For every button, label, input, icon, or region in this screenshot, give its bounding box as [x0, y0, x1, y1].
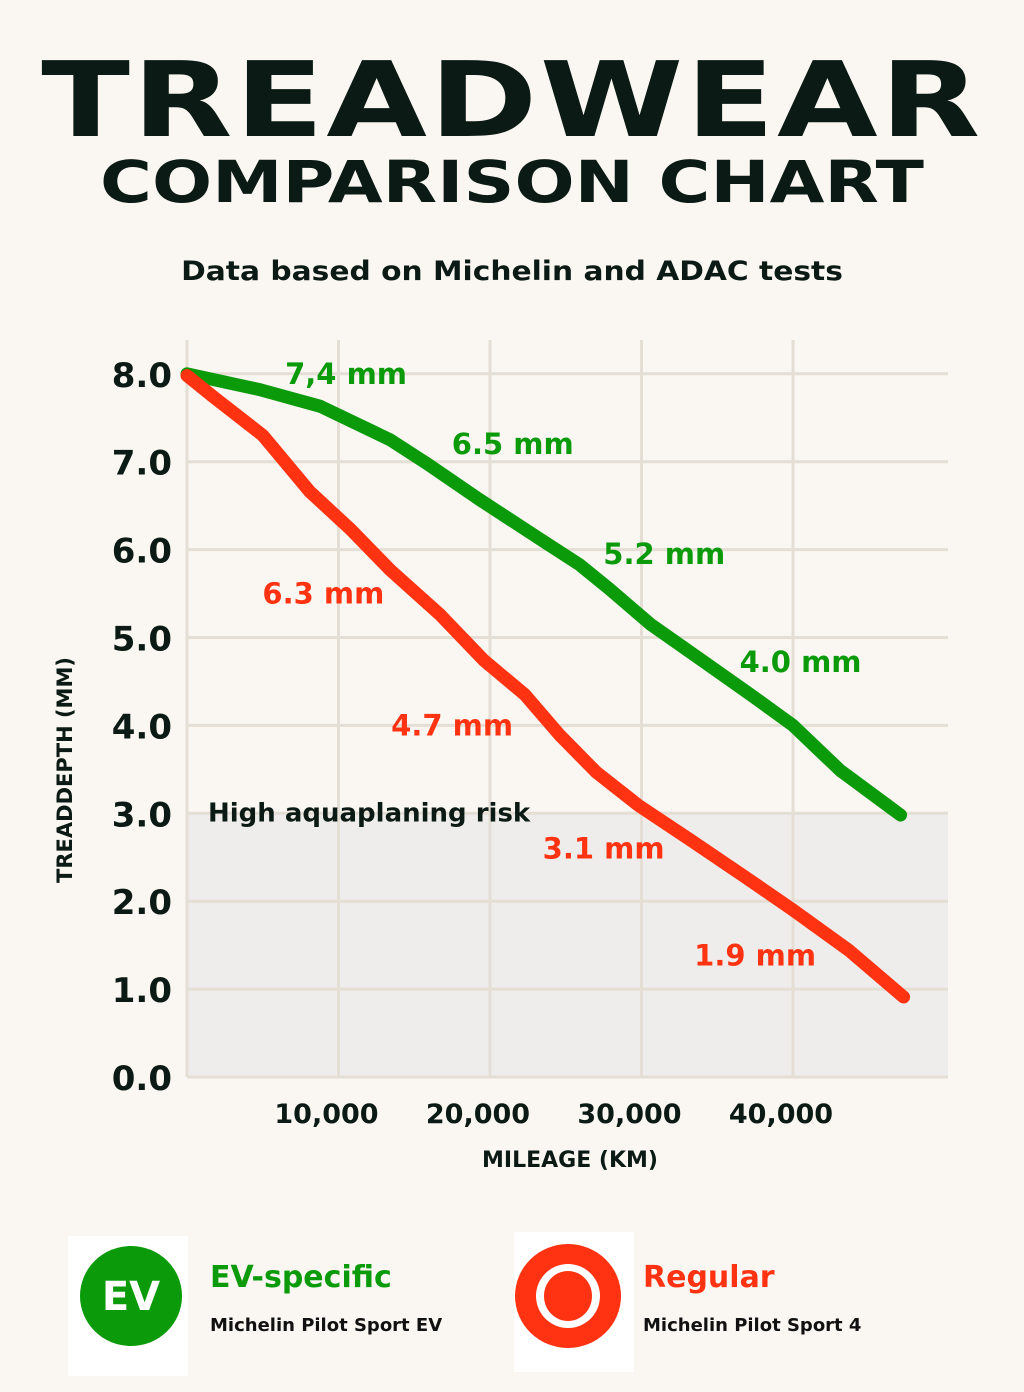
risk-zone	[187, 813, 948, 1077]
x-axis-label: MILEAGE (KM)	[482, 1148, 658, 1173]
y-tick-label: 7.0	[112, 444, 172, 484]
data-label: 6.3 mm	[262, 577, 384, 611]
target-ring-icon	[515, 1244, 621, 1348]
legend-ev-title: EV-specific	[210, 1260, 392, 1295]
y-tick-label: 1.0	[112, 971, 172, 1011]
data-label: 7,4 mm	[285, 357, 407, 391]
legend-ev-subtitle: Michelin Pilot Sport EV	[210, 1315, 443, 1336]
x-tick-label: 30,000	[577, 1099, 681, 1130]
ev-badge-text: EV	[102, 1274, 160, 1320]
legend-regular-title: Regular	[643, 1260, 775, 1295]
subtitle: Data based on Michelin and ADAC tests	[181, 256, 843, 287]
title-line1: TREADWEAR	[41, 39, 983, 161]
data-label: 4.0 mm	[740, 645, 862, 679]
y-tick-label: 2.0	[112, 883, 172, 923]
y-tick-label: 8.0	[112, 356, 172, 396]
y-tick-label: 3.0	[112, 795, 172, 835]
x-tick-label: 10,000	[274, 1099, 378, 1130]
y-axis-label: TREADDEPTH (MM)	[53, 657, 77, 883]
title-line2: COMPARISON CHART	[100, 148, 924, 216]
y-tick-label: 0.0	[112, 1059, 172, 1099]
data-label: 3.1 mm	[543, 831, 665, 865]
x-tick-label: 20,000	[426, 1099, 530, 1130]
data-label: 5.2 mm	[603, 537, 725, 571]
data-label: 6.5 mm	[452, 427, 574, 461]
data-label: 4.7 mm	[391, 708, 513, 742]
y-tick-label: 4.0	[112, 707, 172, 747]
risk-zone-label: High aquaplaning risk	[208, 798, 531, 828]
legend-regular-subtitle: Michelin Pilot Sport 4	[643, 1315, 862, 1336]
data-label: 1.9 mm	[694, 939, 816, 973]
ev-badge-icon: EV	[80, 1246, 182, 1346]
legend-ev-icon-box: EV	[68, 1236, 188, 1376]
y-tick-label: 6.0	[112, 532, 172, 572]
treadwear-chart: 0.0 1.0 2.0 3.0 4.0 5.0 6.0 7.0 8.0 10,000 20,000 3…	[53, 340, 948, 1173]
x-tick-label: 40,000	[729, 1099, 833, 1130]
legend-regular-icon-box	[514, 1232, 634, 1372]
y-tick-label: 5.0	[112, 620, 172, 660]
